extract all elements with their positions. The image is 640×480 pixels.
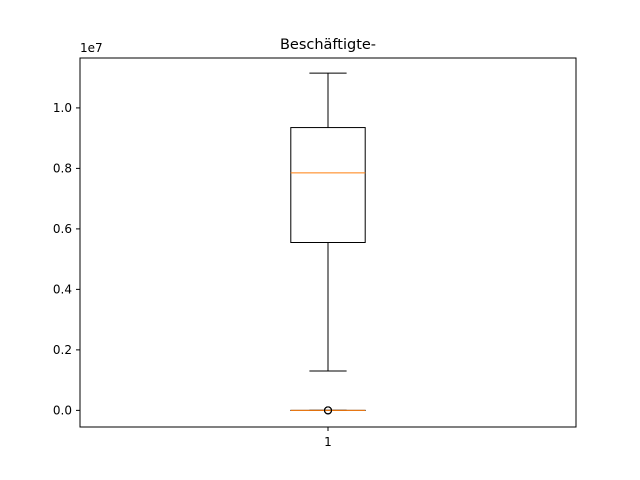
y-tick-label: 1.0 (53, 101, 72, 115)
y-tick-label: 0.2 (53, 343, 72, 357)
y-axis-offset-label: 1e7 (80, 41, 103, 55)
y-axis: 0.0 0.2 0.4 0.6 0.8 1.0 (53, 101, 80, 417)
box-group-0 (290, 72, 366, 372)
x-axis: 1 (324, 427, 332, 449)
y-tick-label: 0.6 (53, 222, 72, 236)
chart-title: Beschäftigte- (280, 37, 376, 53)
box-group-1 (290, 406, 366, 415)
x-tick-label: 1 (324, 435, 332, 449)
iqr-box (290, 127, 366, 243)
y-tick-label: 0.0 (53, 403, 72, 417)
outlier-point (324, 406, 332, 415)
plot-area (290, 72, 366, 415)
y-tick-label: 0.4 (53, 282, 72, 296)
y-tick-label: 0.8 (53, 161, 72, 175)
